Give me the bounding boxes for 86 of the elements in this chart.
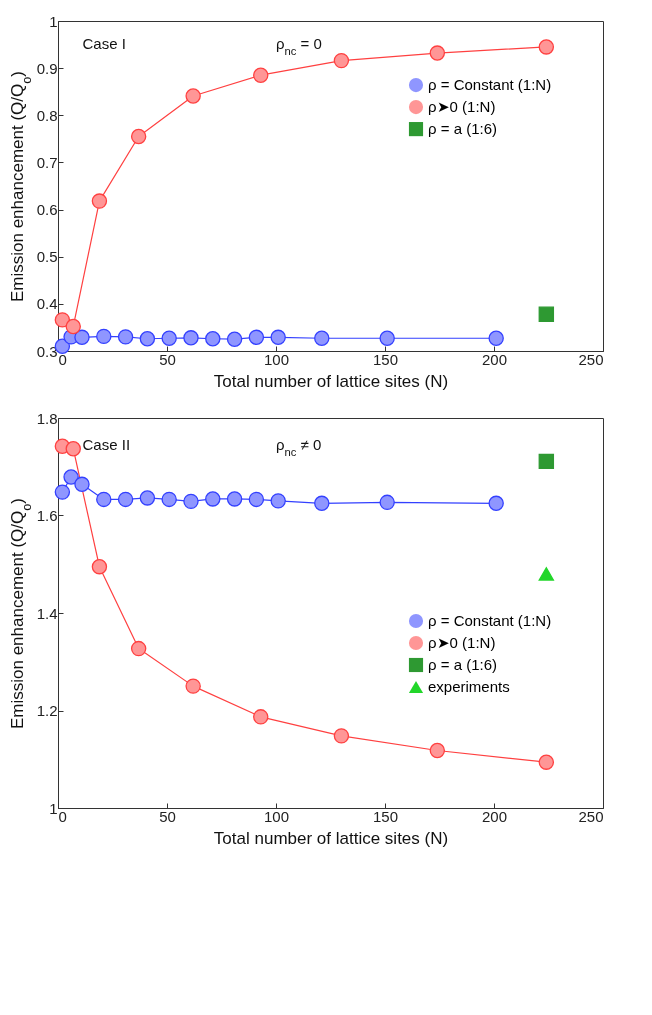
point: [139, 490, 156, 506]
x-tick-label: 200: [481, 807, 508, 825]
point: [65, 441, 81, 457]
x-tick-label: 100: [263, 350, 290, 368]
legend-label: ρ = a (1:6): [428, 656, 497, 673]
point: [314, 495, 330, 512]
x-tick-label: 50: [159, 807, 176, 825]
point: [74, 476, 90, 493]
point: [226, 331, 243, 347]
legend-label: experiments: [428, 678, 510, 695]
point: [65, 318, 81, 335]
point: [183, 493, 199, 510]
point: [270, 329, 286, 346]
x-tick-label: 0: [58, 350, 67, 368]
y-tick-label: 0.7: [36, 153, 58, 171]
x-tick-label: 250: [578, 807, 604, 825]
legend-label: ρ➤0 (1:N): [428, 98, 496, 116]
point: [333, 728, 350, 744]
point: [205, 331, 221, 347]
point: [538, 453, 555, 470]
point: [117, 329, 134, 345]
point: [117, 491, 134, 508]
y-tick-label: 0.9: [36, 59, 58, 77]
y-tick-label: 0.3: [36, 342, 58, 360]
x-tick-label: 200: [481, 350, 508, 368]
point: [54, 484, 71, 500]
point: [538, 567, 555, 581]
point: [130, 640, 147, 657]
annotation: ρ$_{nc}$ = 0: [276, 35, 322, 58]
point: [379, 494, 395, 511]
x-tick-label: 50: [159, 350, 176, 368]
annotation: Case II: [82, 436, 131, 454]
annotation: ρ$_{nc}$ ≠ 0: [276, 436, 322, 459]
point: [74, 329, 90, 346]
point: [161, 330, 177, 346]
point: [253, 67, 269, 83]
point: [488, 330, 504, 346]
point: [429, 742, 446, 759]
point: [183, 330, 199, 346]
point: [96, 491, 112, 508]
y-tick-label: 0.5: [36, 248, 58, 266]
y-tick-label: 1.4: [36, 604, 58, 622]
point: [54, 312, 71, 328]
point: [205, 491, 221, 507]
point: [253, 709, 269, 725]
point: [130, 128, 147, 145]
point: [91, 558, 108, 575]
legend-label: ρ = Constant (1:N): [428, 612, 552, 629]
point: [226, 491, 243, 507]
annotation: Case I: [82, 35, 126, 53]
y-tick-label: 0.8: [36, 106, 58, 124]
point: [270, 493, 286, 509]
legend-label: ρ➤0 (1:N): [428, 634, 496, 651]
y-tick-label: 1.2: [36, 702, 58, 719]
point: [379, 330, 395, 346]
x-tick-label: 150: [372, 350, 399, 368]
y-tick-label: 1.8: [36, 409, 58, 427]
y-tick-label: 1.6: [36, 507, 58, 524]
point: [429, 45, 446, 61]
x-axis-title: Total number of lattice sites (N): [213, 371, 449, 391]
point: [63, 469, 79, 485]
x-tick-label: 250: [578, 350, 604, 368]
x-axis-title: Total number of lattice sites (N): [213, 828, 449, 848]
point: [91, 193, 108, 209]
point: [185, 678, 201, 694]
y-tick-label: 0.6: [36, 201, 58, 219]
legend-label: ρ = Constant (1:N): [428, 76, 552, 94]
point: [333, 52, 350, 69]
y-tick-label: 0.4: [36, 295, 58, 313]
point: [248, 329, 265, 346]
point: [185, 88, 201, 104]
point: [96, 328, 112, 345]
x-tick-label: 0: [58, 807, 67, 825]
y-tick-label: 1: [49, 799, 58, 817]
y-tick-label: 1: [49, 12, 58, 30]
x-tick-label: 100: [263, 807, 290, 825]
point: [314, 330, 330, 346]
x-tick-label: 150: [372, 807, 399, 825]
point: [538, 306, 555, 322]
legend-label: ρ = a (1:6): [428, 120, 497, 138]
point: [248, 491, 265, 508]
point: [139, 331, 156, 347]
point: [538, 754, 555, 770]
point: [538, 39, 555, 55]
point: [161, 491, 177, 508]
point: [488, 495, 504, 512]
